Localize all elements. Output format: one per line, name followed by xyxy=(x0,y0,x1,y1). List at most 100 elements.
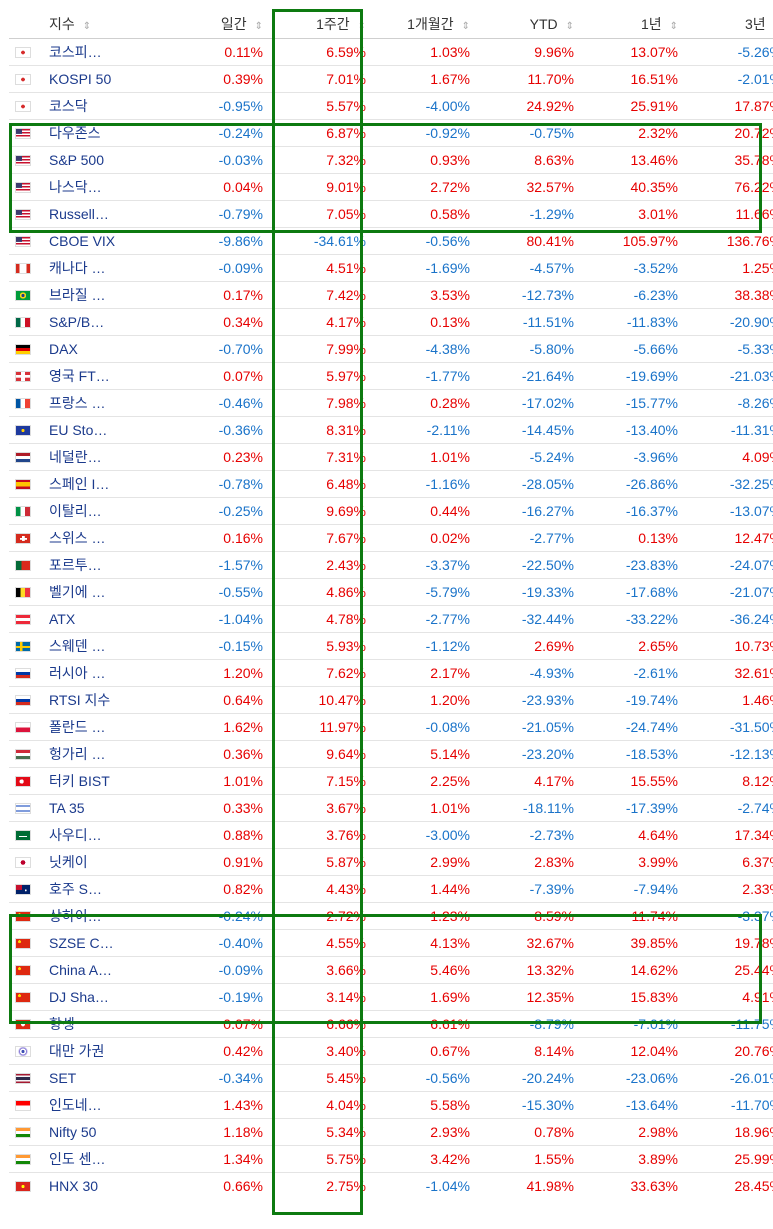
index-name-link[interactable]: 나스닥… xyxy=(49,179,102,195)
index-name-link[interactable]: S&P 500 xyxy=(49,152,105,168)
index-name-link[interactable]: 코스피… xyxy=(49,44,102,60)
index-name-link[interactable]: TA 35 xyxy=(49,800,85,816)
table-row[interactable]: DJ Sha… -0.19%3.14%1.69%12.35%15.83%4.91% xyxy=(9,983,773,1011)
index-name-link[interactable]: RTSI 지수 xyxy=(49,692,111,708)
index-name-link[interactable]: SET xyxy=(49,1070,77,1086)
table-row[interactable]: 스위스 … 0.16%7.67%0.02%-2.77%0.13%12.47% xyxy=(9,524,773,552)
header-daily[interactable]: 일간 ⇕ xyxy=(183,9,273,39)
index-name-cell: Nifty 50 xyxy=(9,1118,183,1146)
index-name-link[interactable]: 다우존스 xyxy=(49,125,101,141)
index-name-link[interactable]: DJ Sha… xyxy=(49,989,109,1005)
table-row[interactable]: 닛케이 0.91%5.87%2.99%2.83%3.99%6.37% xyxy=(9,848,773,876)
table-row[interactable]: 나스닥… 0.04%9.01%2.72%32.57%40.35%76.22% xyxy=(9,173,773,201)
table-row[interactable]: EU Sto… -0.36% 8.31% -2.11% -14.45% -13.40% -1… xyxy=(9,416,773,444)
table-row[interactable]: KOSPI 50 0.39% 7.01% 1.67% 11.70% 16.51% -2.01… xyxy=(9,65,773,93)
index-name-link[interactable]: Nifty 50 xyxy=(49,1124,97,1140)
table-row[interactable]: 상하이… -0.24%2.72%1.23%8.59%11.74%-3.37% xyxy=(9,902,773,930)
table-row[interactable]: 대만 가권 0.42%3.40%0.67%8.14%12.04%20.76% xyxy=(9,1037,773,1065)
weekly-value: 6.87% xyxy=(273,119,376,147)
table-row[interactable]: RTSI 지수 0.64% 10.47% 1.20% -23.93% -19.74% 1.4… xyxy=(9,686,773,714)
table-row[interactable]: CBOE VIX -9.86% -34.61% -0.56% 80.41% 105.97%… xyxy=(9,227,773,255)
table-row[interactable]: 코스피… 0.11% 6.59% 1.03% 9.96% 13.07% -5.26% xyxy=(9,39,773,66)
index-name-link[interactable]: SZSE C… xyxy=(49,935,114,951)
header-monthly[interactable]: 1개월간 ⇕ xyxy=(376,9,480,39)
index-name-link[interactable]: Russell… xyxy=(49,206,109,222)
table-row[interactable]: 스페인 I… -0.78% 6.48% -1.16% -28.05% -26.86% -32… xyxy=(9,470,773,498)
table-row[interactable]: 인도 센… 1.34%5.75%3.42%1.55%3.89%25.99% xyxy=(9,1145,773,1173)
table-row[interactable]: 벨기에 … -0.55% 4.86% -5.79% -19.33% -17.68% -21.… xyxy=(9,578,773,606)
table-row[interactable]: SET -0.34% 5.45% -0.56% -20.24% -23.06% -26.01… xyxy=(9,1064,773,1092)
index-name-link[interactable]: China A… xyxy=(49,962,113,978)
table-row[interactable]: 사우디… 0.88%3.76%-3.00%-2.73%4.64%17.34% xyxy=(9,821,773,849)
table-row[interactable]: S&P 500 -0.03%7.32%0.93%8.63%13.46%35.78% xyxy=(9,146,773,174)
daily-value: -0.34% xyxy=(183,1064,273,1092)
table-row[interactable]: 이탈리… -0.25% 9.69% 0.44% -16.27% -16.37% -13.07… xyxy=(9,497,773,525)
index-name-link[interactable]: 사우디… xyxy=(49,827,102,843)
table-row[interactable]: 캐나다 … -0.09%4.51%-1.69%-4.57%-3.52%1.25% xyxy=(9,254,773,282)
index-name-link[interactable]: EU Sto… xyxy=(49,422,108,438)
table-row[interactable]: 인도네… 1.43%4.04%5.58%-15.30%-13.64%-11.70% xyxy=(9,1091,773,1119)
daily-value: 0.42% xyxy=(183,1037,273,1065)
header-1y[interactable]: 1년 ⇕ xyxy=(584,9,688,39)
index-name-link[interactable]: DAX xyxy=(49,341,78,357)
index-name-cell: 사우디… xyxy=(9,821,183,849)
index-name-link[interactable]: 코스닥 xyxy=(49,98,88,114)
index-name-link[interactable]: KOSPI 50 xyxy=(49,71,112,87)
index-name-link[interactable]: 네덜란… xyxy=(49,449,102,465)
index-name-link[interactable]: 인도네… xyxy=(49,1097,102,1113)
table-row[interactable]: China A… -0.09% 3.66% 5.46% 13.32% 14.62% 25.4… xyxy=(9,956,773,984)
table-row[interactable]: 호주 S… 0.82%4.43%1.44%-7.39%-7.94%2.33% xyxy=(9,875,773,903)
one-year-value: 105.97% xyxy=(584,227,688,255)
index-name-link[interactable]: S&P/B… xyxy=(49,314,105,330)
table-row[interactable]: Nifty 50 1.18%5.34%2.93%0.78%2.98%18.96% xyxy=(9,1118,773,1146)
index-name-link[interactable]: 이탈리… xyxy=(49,503,102,519)
index-name-link[interactable]: 프랑스 … xyxy=(49,395,106,411)
index-name-link[interactable]: 닛케이 xyxy=(49,854,88,870)
table-row[interactable]: SZSE C… -0.40% 4.55% 4.13% 32.67% 39.85% 19.78… xyxy=(9,929,773,957)
index-name-link[interactable]: 대만 가권 xyxy=(49,1043,105,1059)
table-row[interactable]: 러시아 … 1.20%7.62%2.17%-4.93%-2.61%32.61% xyxy=(9,659,773,687)
index-name-link[interactable]: CBOE VIX xyxy=(49,233,116,249)
table-row[interactable]: 스웨덴 … -0.15%5.93%-1.12%2.69%2.65%10.73% xyxy=(9,632,773,660)
index-name-link[interactable]: 캐나다 … xyxy=(49,260,106,276)
table-row[interactable]: 터키 BIST 1.01%7.15%2.25%4.17%15.55%8.12% xyxy=(9,767,773,795)
header-name[interactable]: 지수 ⇕ xyxy=(9,9,183,39)
table-row[interactable]: 네덜란… 0.23%7.31%1.01%-5.24%-3.96%4.09% xyxy=(9,443,773,471)
table-row[interactable]: S&P/B… 0.34% 4.17% 0.13% -11.51% -11.83% -20.9… xyxy=(9,308,773,336)
index-name-link[interactable]: 헝가리 … xyxy=(49,746,106,762)
table-row[interactable]: 브라질 … 0.17%7.42%3.53%-12.73%-6.23%38.38% xyxy=(9,281,773,309)
index-name-link[interactable]: 스페인 I… xyxy=(49,476,110,492)
index-name-link[interactable]: 상하이… xyxy=(49,908,102,924)
table-row[interactable]: 헝가리 … 0.36% 9.64% 5.14% -23.20% -18.53% -12.13… xyxy=(9,740,773,768)
table-row[interactable]: 프랑스 … -0.46% 7.98% 0.28% -17.02% -15.77% -8.26… xyxy=(9,389,773,417)
index-name-link[interactable]: 스위스 … xyxy=(49,530,106,546)
index-name-link[interactable]: 폴란드 … xyxy=(49,719,106,735)
index-name-link[interactable]: 스웨덴 … xyxy=(49,638,106,654)
table-row[interactable]: ATX -1.04% 4.78% -2.77% -32.44% -33.22% -36.24… xyxy=(9,605,773,633)
table-row[interactable]: TA 35 0.33%3.67%1.01%-18.11%-17.39%-2.74% xyxy=(9,794,773,822)
index-name-link[interactable]: ATX xyxy=(49,611,76,627)
index-name-link[interactable]: 터키 BIST xyxy=(49,773,110,789)
index-name-link[interactable]: 영국 FT… xyxy=(49,368,110,384)
ytd-value: -8.79% xyxy=(480,1010,584,1038)
index-name-link[interactable]: HNX 30 xyxy=(49,1178,99,1194)
index-name-link[interactable]: 러시아 … xyxy=(49,665,106,681)
table-row[interactable]: Russell… -0.79% 7.05% 0.58% -1.29% 3.01% 11.66… xyxy=(9,200,773,228)
index-name-link[interactable]: 브라질 … xyxy=(49,287,106,303)
table-row[interactable]: 다우존스 -0.24%6.87%-0.92%-0.75%2.32%20.72% xyxy=(9,119,773,147)
table-row[interactable]: 폴란드 … 1.62% 11.97% -0.08% -21.05% -24.74% -31.… xyxy=(9,713,773,741)
header-ytd[interactable]: YTD ⇕ xyxy=(480,9,584,39)
index-name-link[interactable]: 항셍 xyxy=(49,1016,75,1032)
table-row[interactable]: HNX 30 0.66%2.75%-1.04%41.98%33.63%28.45% xyxy=(9,1172,773,1199)
table-row[interactable]: DAX -0.70%7.99%-4.38%-5.80%-5.66%-5.33% xyxy=(9,335,773,363)
index-name-link[interactable]: 호주 S… xyxy=(49,881,102,897)
table-row[interactable]: 포르투… -1.57% 2.43% -3.37% -22.50% -23.83% -24.0… xyxy=(9,551,773,579)
index-name-link[interactable]: 벨기에 … xyxy=(49,584,106,600)
header-3y[interactable]: 3년⇕ xyxy=(688,9,773,39)
table-row[interactable]: 코스닥 -0.95%5.57%-4.00%24.92%25.91%17.87% xyxy=(9,92,773,120)
index-name-link[interactable]: 인도 센… xyxy=(49,1151,106,1167)
table-row[interactable]: 항셍 0.07%6.66%6.61%-8.79%-7.01%-11.75% xyxy=(9,1010,773,1038)
header-weekly[interactable]: 1주간 ⇕ xyxy=(273,9,376,39)
table-row[interactable]: 영국 FT… 0.07% 5.97% -1.77% -21.64% -19.69% -21.… xyxy=(9,362,773,390)
index-name-link[interactable]: 포르투… xyxy=(49,557,102,573)
